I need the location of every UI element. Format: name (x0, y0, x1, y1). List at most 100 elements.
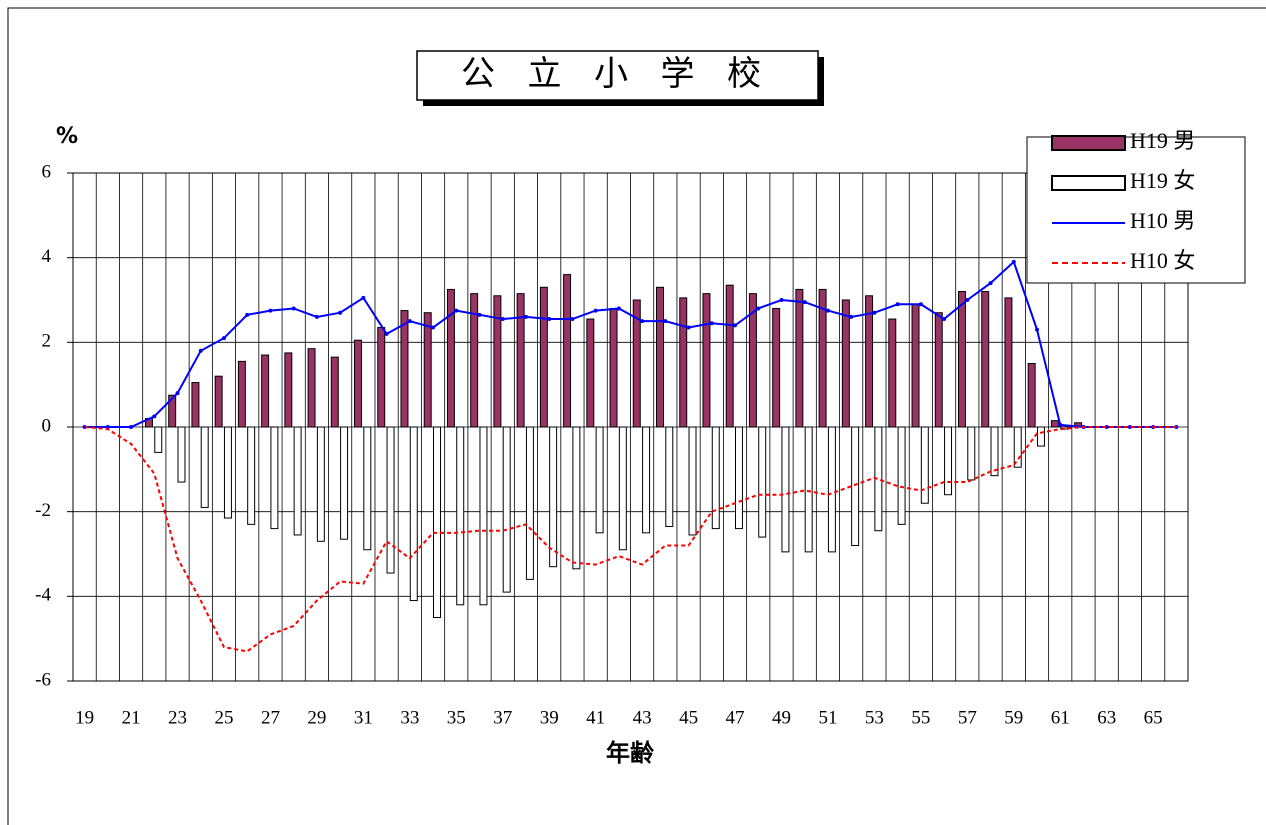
bar (679, 297, 688, 428)
bar (665, 426, 674, 527)
bar (827, 426, 836, 553)
bar (154, 426, 163, 453)
bar (1027, 363, 1036, 428)
line-marker (500, 317, 505, 322)
y-tick-label: 6 (42, 161, 52, 182)
bar (818, 288, 827, 428)
x-tick-label: 47 (726, 707, 745, 728)
line-marker (686, 325, 691, 330)
bar (841, 299, 850, 428)
line-marker (454, 308, 459, 313)
x-tick-label: 63 (1097, 707, 1116, 728)
bar (632, 299, 641, 428)
line (84, 260, 1177, 428)
bar (191, 382, 200, 428)
bar (781, 426, 790, 553)
line-marker (407, 319, 412, 324)
bar (795, 288, 804, 428)
line-marker (616, 306, 621, 311)
line-marker (245, 312, 250, 317)
bar (223, 426, 232, 519)
x-tick-label: 65 (1144, 707, 1163, 728)
line-marker (523, 314, 528, 319)
bar (340, 426, 349, 540)
line-marker (593, 308, 598, 313)
bar (702, 293, 711, 428)
line-marker (1035, 327, 1040, 332)
bar (200, 426, 209, 508)
bar (177, 426, 186, 483)
bar (851, 426, 860, 547)
bar (284, 352, 293, 428)
y-tick-label: 0 (42, 415, 52, 436)
bar (865, 295, 874, 428)
line-marker (338, 310, 343, 315)
chart-title: 公 立 小 学 校 (461, 55, 773, 93)
bar (261, 354, 270, 428)
line-marker (314, 314, 319, 319)
y-tick-label: 2 (42, 331, 52, 352)
line-marker (942, 317, 947, 322)
bar (237, 360, 246, 428)
bar (572, 426, 581, 570)
y-tick-label: -2 (35, 500, 51, 521)
bar (957, 291, 966, 428)
x-tick-label: 53 (865, 707, 884, 728)
bar (1004, 297, 1013, 428)
x-tick-label: 25 (214, 707, 233, 728)
line-marker (547, 317, 552, 322)
x-tick-label: 27 (261, 707, 280, 728)
bar (595, 426, 604, 534)
x-tick-label: 59 (1004, 707, 1023, 728)
bar (539, 286, 548, 428)
bar (386, 426, 395, 574)
line-marker (849, 314, 854, 319)
chart-frame (7, 7, 1266, 825)
line-marker (570, 317, 575, 322)
bar (549, 426, 558, 568)
bar (470, 293, 479, 428)
bar (642, 426, 651, 534)
bar (400, 310, 409, 428)
bar (804, 426, 813, 553)
bar (293, 426, 302, 536)
x-tick-label: 21 (122, 707, 141, 728)
line-marker (709, 321, 714, 326)
bar (563, 274, 572, 428)
plot-area: -6 -4 -2 0 2 4 6 19 21 23 25 27 29 31 33 35 37 39 41 43 45 47… (35, 161, 1189, 728)
bar (479, 426, 488, 606)
x-tick-label: 37 (493, 707, 512, 728)
bar (316, 426, 325, 542)
legend-swatch (1051, 135, 1126, 151)
bar (748, 293, 757, 428)
line-marker (872, 310, 877, 315)
y-axis-label: % (56, 124, 78, 149)
bar (525, 426, 534, 580)
line-marker (431, 325, 436, 330)
legend-label: H19 男 (1130, 128, 1195, 153)
line-marker (779, 298, 784, 302)
line-marker (152, 414, 157, 419)
x-tick-label: 23 (168, 707, 187, 728)
bar (456, 426, 465, 606)
bar (307, 348, 316, 428)
x-tick-label: 49 (772, 707, 791, 728)
bar (446, 288, 455, 428)
line-marker (477, 312, 482, 317)
legend-label: H10 女 (1130, 248, 1195, 273)
legend: H19 男 H19 女 H10 男 H10 女 (1026, 128, 1246, 284)
x-tick-label: 61 (1051, 707, 1070, 728)
x-tick-label: 43 (633, 707, 652, 728)
x-tick-label: 33 (400, 707, 419, 728)
bar (758, 426, 767, 538)
bar (888, 318, 897, 428)
line-marker (268, 308, 273, 313)
line-marker (640, 319, 645, 324)
bar (656, 286, 664, 428)
legend-label: H10 男 (1130, 208, 1195, 233)
bar (911, 303, 920, 428)
x-tick-label: 19 (75, 707, 94, 728)
bar (433, 426, 441, 618)
line-marker (198, 348, 203, 353)
line-marker (965, 298, 970, 302)
